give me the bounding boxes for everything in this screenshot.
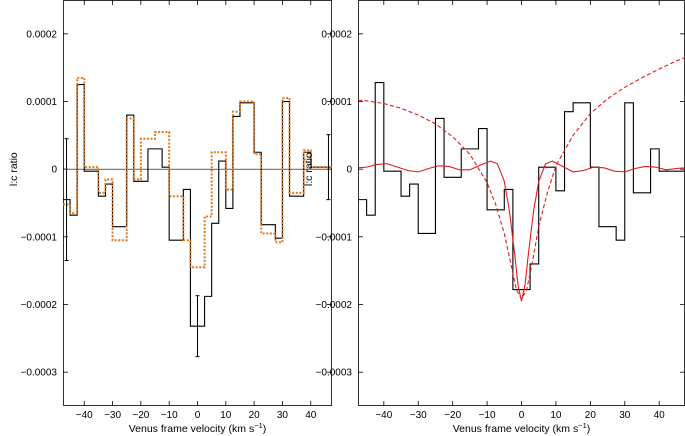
x-tick-label: −20 [444,410,461,421]
model-step-line [63,76,332,269]
x-tick-label: 10 [550,410,562,421]
x-tick-label: −30 [410,410,427,421]
model-solid-curve [358,160,685,302]
y-tick-label: −0.0001 [21,232,58,243]
x-tick-label: 20 [585,410,597,421]
y-tick-label: −0.0002 [21,300,58,311]
plot-frame [358,0,685,406]
x-tick-label: 10 [220,410,232,421]
x-tick-label: −10 [479,410,496,421]
y-tick-label: 0.0002 [321,29,352,40]
x-tick-label: 30 [619,410,631,421]
spectrum-step-line [63,84,332,327]
right-chart-panel: −0.0003 −0.0002 −0.0001 0 0.0001 0.0002 −40 −30… [303,0,685,435]
y-tick-label: 0.0001 [26,97,57,108]
x-axis-title: Venus frame velocity (km s−1) [129,421,267,435]
left-chart-panel: −0.0003 −0.0002 −0.0001 0 0.0001 0.0002 −40 −30… [8,0,332,435]
model-dashed-curve [358,57,685,301]
x-tick-label: −10 [161,410,178,421]
x-tick-label: −40 [76,410,93,421]
spectrum-step-line [358,82,685,291]
x-tick-label: −30 [104,410,121,421]
plot-area [358,57,685,302]
y-tick-label: −0.0003 [316,368,353,379]
y-tick-label: −0.0003 [21,368,58,379]
x-tick-label: 40 [305,410,317,421]
y-tick-label: 0.0002 [26,29,57,40]
x-tick-label: 40 [654,410,666,421]
x-tick-label: 20 [249,410,261,421]
x-tick-label: 0 [519,410,525,421]
x-axis-title: Venus frame velocity (km s−1) [453,421,591,435]
y-axis-title: l:c ratio [8,152,20,186]
y-tick-label: 0.0001 [321,97,352,108]
y-tick-label: −0.0002 [316,300,353,311]
plot-area [63,76,332,358]
x-tick-label: 30 [277,410,289,421]
x-tick-label: −20 [132,410,149,421]
x-tick-label: 0 [195,410,201,421]
y-axis-title: l:c ratio [303,152,315,186]
y-tick-label: 0 [51,165,57,176]
y-tick-label: 0 [346,165,352,176]
x-tick-label: −40 [375,410,392,421]
y-tick-label: −0.0001 [316,232,353,243]
